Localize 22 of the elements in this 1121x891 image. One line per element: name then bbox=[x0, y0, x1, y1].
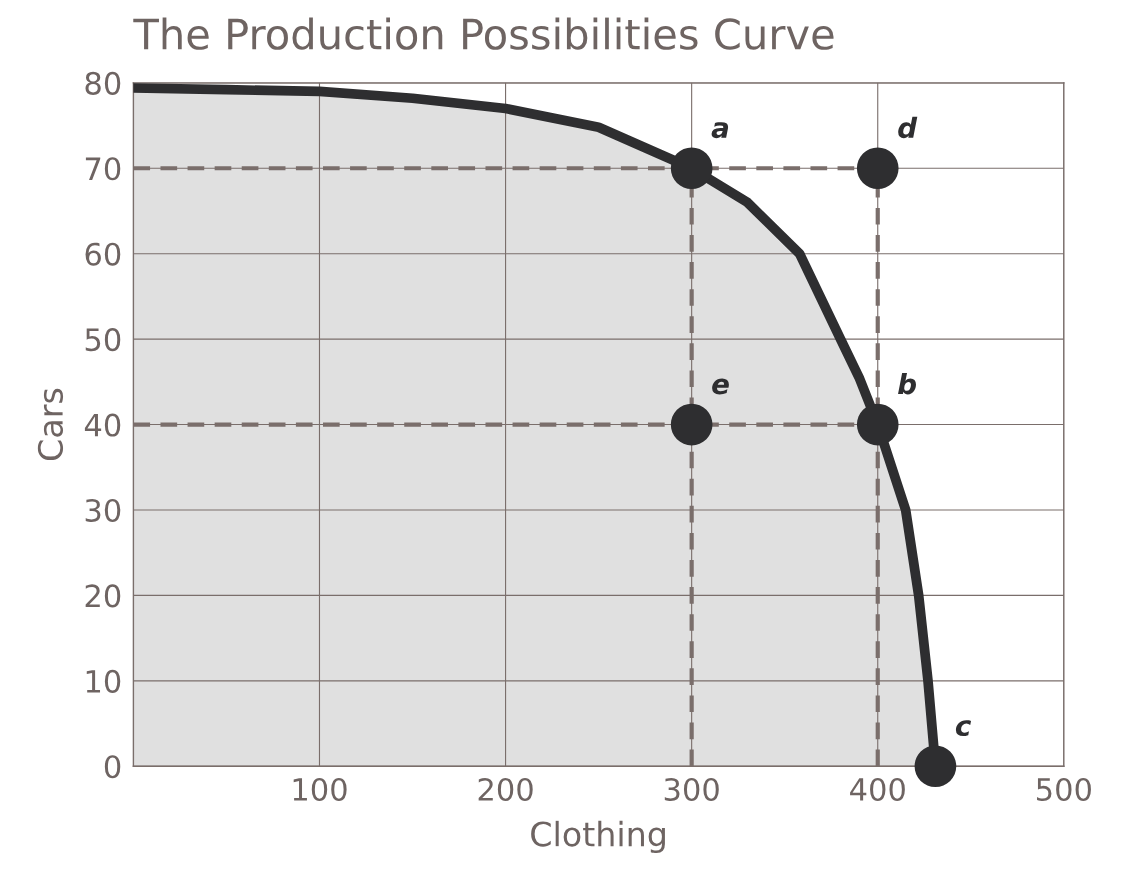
x-tick-label: 400 bbox=[850, 777, 905, 802]
annotation: d bbox=[898, 116, 918, 139]
y-tick-label: 70 bbox=[85, 157, 121, 181]
y-tick-label: 0 bbox=[104, 755, 121, 779]
y-tick-label: 80 bbox=[85, 71, 121, 95]
y-tick-label: 20 bbox=[85, 584, 121, 608]
y-tick-label: 40 bbox=[84, 413, 121, 437]
y-tick-label: 30 bbox=[85, 498, 121, 523]
x-tick-label: 200 bbox=[478, 777, 533, 802]
x-tick-label: 500 bbox=[1037, 777, 1091, 802]
chart-title: The Production Possibilities Curve bbox=[133, 17, 834, 50]
annotation: a bbox=[711, 122, 729, 139]
annotation: c bbox=[955, 720, 972, 737]
x-axis-title: Clothing bbox=[531, 820, 665, 854]
x-tick-label: 300 bbox=[664, 777, 719, 802]
y-tick-label: 50 bbox=[85, 328, 121, 352]
x-tick-label: 100 bbox=[293, 777, 347, 802]
y-axis-title: Cars bbox=[37, 388, 64, 461]
annotation: e bbox=[712, 378, 729, 395]
y-tick-label: 60 bbox=[85, 242, 121, 266]
annotation: b bbox=[898, 372, 916, 395]
y-tick-label: 10 bbox=[86, 669, 121, 693]
